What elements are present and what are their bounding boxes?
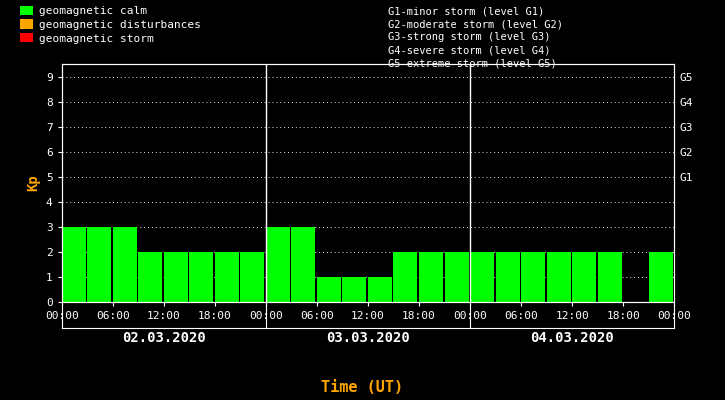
Bar (444, 252, 468, 302)
Bar (87, 227, 111, 302)
Bar (342, 277, 366, 302)
Y-axis label: Kp: Kp (26, 175, 41, 191)
Bar (419, 252, 443, 302)
Bar (394, 252, 418, 302)
Text: 02.03.2020: 02.03.2020 (122, 331, 206, 345)
Bar (496, 252, 520, 302)
Bar (164, 252, 188, 302)
Bar (572, 252, 596, 302)
Bar (189, 252, 213, 302)
Bar (368, 277, 392, 302)
Bar (597, 252, 621, 302)
Text: Time (UT): Time (UT) (321, 380, 404, 396)
Bar (138, 252, 162, 302)
Bar (266, 227, 290, 302)
Bar (112, 227, 137, 302)
Bar (240, 252, 265, 302)
Text: 04.03.2020: 04.03.2020 (530, 331, 614, 345)
Bar (291, 227, 315, 302)
Bar (317, 277, 341, 302)
Bar (470, 252, 494, 302)
Text: G1-minor storm (level G1)
G2-moderate storm (level G2)
G3-strong storm (level G3: G1-minor storm (level G1) G2-moderate st… (388, 6, 563, 69)
Bar (62, 227, 86, 302)
Bar (521, 252, 545, 302)
Bar (547, 252, 571, 302)
Bar (649, 252, 673, 302)
Text: 03.03.2020: 03.03.2020 (326, 331, 410, 345)
Bar (215, 252, 239, 302)
Legend: geomagnetic calm, geomagnetic disturbances, geomagnetic storm: geomagnetic calm, geomagnetic disturbanc… (20, 6, 201, 44)
